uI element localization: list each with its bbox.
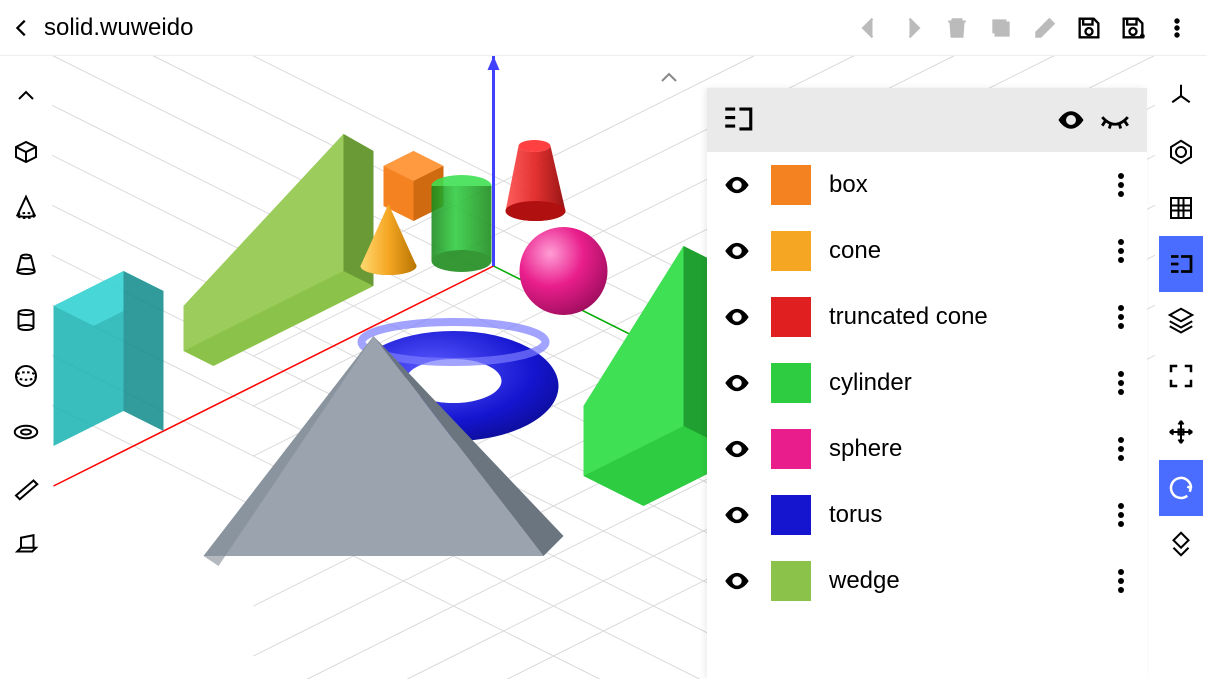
object-row[interactable]: truncated cone — [707, 284, 1147, 350]
shape-teal-prism — [54, 271, 164, 446]
object-more-button[interactable] — [1109, 437, 1133, 461]
copy-button[interactable] — [979, 6, 1023, 50]
objects-list: box cone truncated cone cylinder sphere torus… — [707, 152, 1147, 679]
redo-button[interactable] — [891, 6, 935, 50]
visibility-toggle[interactable] — [721, 169, 753, 201]
objects-panel-button[interactable] — [1159, 236, 1203, 292]
object-row[interactable]: cylinder — [707, 350, 1147, 416]
sphere-tool[interactable] — [7, 348, 45, 404]
visibility-toggle[interactable] — [721, 433, 753, 465]
move-button[interactable] — [1159, 404, 1203, 460]
hide-all-button[interactable] — [1097, 102, 1133, 138]
box-tool[interactable] — [7, 124, 45, 180]
object-more-button[interactable] — [1109, 305, 1133, 329]
axes-button[interactable] — [1159, 68, 1203, 124]
object-more-button[interactable] — [1109, 371, 1133, 395]
undo-button[interactable] — [847, 6, 891, 50]
rotate-button[interactable] — [1159, 460, 1203, 516]
cylinder-tool[interactable] — [7, 292, 45, 348]
delete-button[interactable] — [935, 6, 979, 50]
object-more-button[interactable] — [1109, 173, 1133, 197]
visibility-toggle[interactable] — [721, 301, 753, 333]
view-toolbar — [1155, 56, 1207, 679]
object-more-button[interactable] — [1109, 569, 1133, 593]
object-row[interactable]: box — [707, 152, 1147, 218]
object-name: truncated cone — [829, 303, 1109, 331]
object-name: cylinder — [829, 369, 1109, 397]
save-button[interactable] — [1067, 6, 1111, 50]
shape-sphere — [520, 227, 608, 315]
object-name: torus — [829, 501, 1109, 529]
color-swatch — [771, 363, 811, 403]
objects-panel: box cone truncated cone cylinder sphere torus… — [707, 88, 1147, 679]
shape-cylinder — [432, 175, 492, 272]
primitives-toolbar — [0, 56, 52, 679]
prism-tool[interactable] — [7, 516, 45, 572]
object-name: cone — [829, 237, 1109, 265]
objects-panel-header — [707, 88, 1147, 152]
object-row[interactable]: wedge — [707, 548, 1147, 614]
collapse-toggle[interactable] — [7, 68, 45, 124]
visibility-toggle[interactable] — [721, 235, 753, 267]
object-more-button[interactable] — [1109, 503, 1133, 527]
object-row[interactable]: torus — [707, 482, 1147, 548]
layers-button[interactable] — [1159, 292, 1203, 348]
projection-button[interactable] — [1159, 124, 1203, 180]
color-swatch — [771, 165, 811, 205]
save-as-button[interactable] — [1111, 6, 1155, 50]
visibility-toggle[interactable] — [721, 499, 753, 531]
object-name: box — [829, 171, 1109, 199]
grid-button[interactable] — [1159, 180, 1203, 236]
shape-truncated-cone — [506, 140, 566, 221]
color-swatch — [771, 495, 811, 535]
cone-tool[interactable] — [7, 180, 45, 236]
object-row[interactable]: sphere — [707, 416, 1147, 482]
object-name: sphere — [829, 435, 1109, 463]
color-swatch — [771, 297, 811, 337]
transform-button[interactable] — [1159, 516, 1203, 572]
panel-icon — [721, 102, 757, 138]
viewport-up-left[interactable] — [52, 120, 54, 152]
edit-button[interactable] — [1023, 6, 1067, 50]
color-swatch — [771, 231, 811, 271]
file-title: solid.wuweido — [44, 14, 193, 42]
color-swatch — [771, 561, 811, 601]
object-row[interactable]: cone — [707, 218, 1147, 284]
object-more-button[interactable] — [1109, 239, 1133, 263]
fullscreen-button[interactable] — [1159, 348, 1203, 404]
torus-tool[interactable] — [7, 404, 45, 460]
visibility-toggle[interactable] — [721, 565, 753, 597]
visibility-toggle[interactable] — [721, 367, 753, 399]
show-all-button[interactable] — [1053, 102, 1089, 138]
color-swatch — [771, 429, 811, 469]
back-button[interactable] — [8, 14, 36, 42]
object-name: wedge — [829, 567, 1109, 595]
wedge-tool[interactable] — [7, 460, 45, 516]
viewport-up-right[interactable] — [653, 62, 685, 94]
more-button[interactable] — [1155, 6, 1199, 50]
truncated-cone-tool[interactable] — [7, 236, 45, 292]
